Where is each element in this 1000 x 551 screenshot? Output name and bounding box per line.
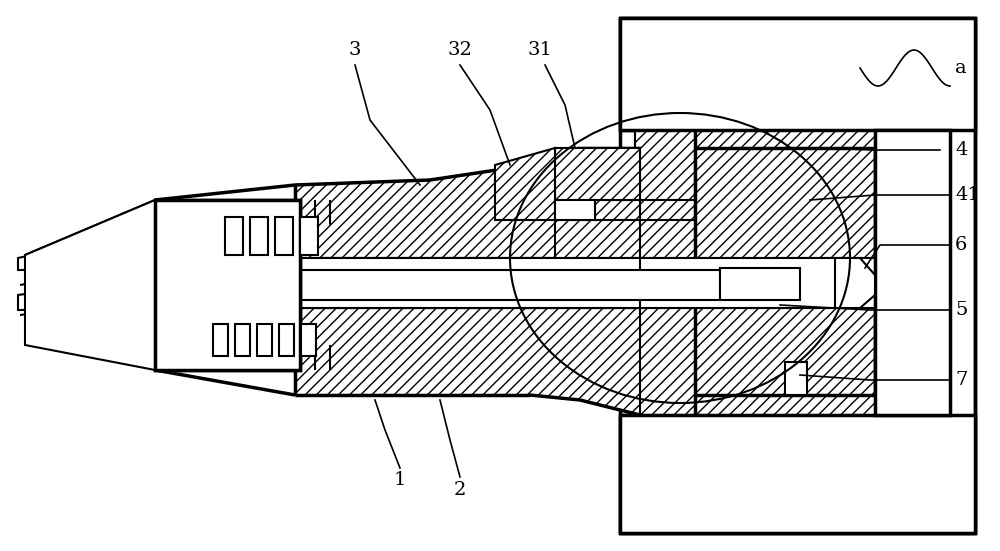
Bar	[213, 324, 228, 356]
Bar	[235, 324, 250, 356]
Bar	[300, 217, 318, 255]
Polygon shape	[555, 148, 640, 220]
Bar	[257, 324, 272, 356]
Bar	[875, 130, 950, 415]
Text: a: a	[955, 59, 967, 77]
Bar	[295, 258, 640, 308]
Text: 5: 5	[955, 301, 967, 319]
Bar	[620, 18, 975, 130]
Text: 7: 7	[955, 371, 967, 389]
Bar	[155, 200, 300, 370]
Polygon shape	[835, 258, 875, 308]
Bar	[250, 217, 268, 255]
Polygon shape	[18, 290, 55, 310]
Bar	[555, 200, 595, 220]
Text: 1: 1	[394, 471, 406, 489]
Text: 6: 6	[955, 236, 967, 254]
Bar	[225, 217, 243, 255]
Bar	[275, 217, 293, 255]
Text: 31: 31	[528, 41, 552, 59]
Text: 4: 4	[955, 141, 967, 159]
Polygon shape	[635, 130, 875, 258]
Bar	[620, 415, 975, 533]
Polygon shape	[635, 308, 875, 415]
Polygon shape	[295, 148, 640, 258]
Bar	[785, 362, 807, 395]
Bar	[155, 200, 300, 370]
Polygon shape	[25, 200, 155, 255]
Text: 2: 2	[454, 481, 466, 499]
Bar	[720, 268, 800, 300]
Bar	[635, 130, 950, 415]
Bar	[635, 258, 875, 308]
Text: 3: 3	[349, 41, 361, 59]
Text: 32: 32	[448, 41, 472, 59]
Bar	[301, 324, 316, 356]
Bar	[620, 18, 975, 533]
Polygon shape	[25, 200, 155, 370]
Polygon shape	[495, 148, 555, 220]
Bar	[279, 324, 294, 356]
Polygon shape	[295, 308, 640, 415]
Polygon shape	[18, 250, 55, 270]
Text: 41: 41	[955, 186, 980, 204]
Bar	[295, 270, 720, 300]
